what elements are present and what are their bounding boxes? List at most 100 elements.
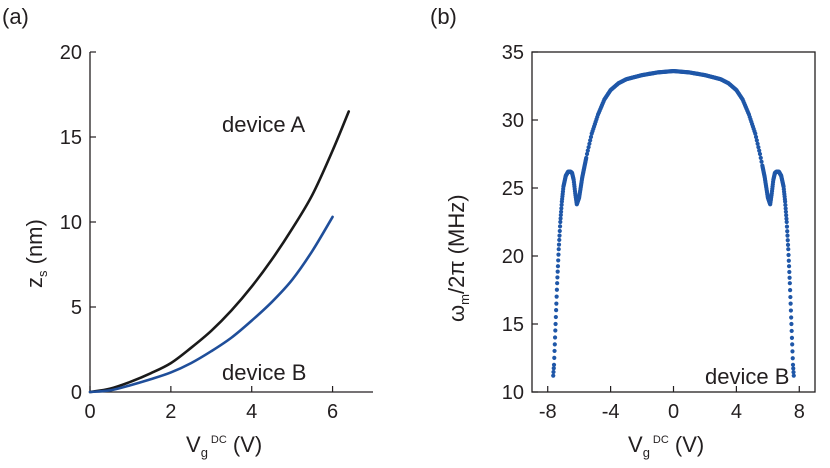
data-point	[551, 366, 556, 371]
data-point	[557, 237, 562, 243]
data-point	[554, 308, 559, 313]
data-point	[753, 134, 759, 140]
data-point	[588, 134, 594, 140]
data-point	[558, 212, 563, 218]
data-point	[585, 148, 590, 153]
data-point	[785, 233, 790, 238]
data-point	[791, 370, 796, 375]
data-point	[556, 258, 561, 263]
data-point	[555, 264, 561, 269]
series-line-device-b	[88, 215, 334, 394]
data-point	[790, 342, 795, 347]
data-point	[554, 301, 559, 306]
data-point	[553, 328, 558, 333]
data-point	[783, 209, 789, 214]
data-point	[754, 138, 759, 143]
data-point	[789, 315, 794, 320]
data-point	[555, 269, 560, 274]
data-point	[557, 228, 562, 234]
data-point	[555, 275, 560, 280]
panel-b-points	[551, 68, 796, 378]
panel-a-annotation-device-b: device B	[222, 360, 306, 385]
data-point	[558, 209, 564, 214]
data-point	[786, 258, 791, 263]
panel-a-y-axis-label: zs (nm)	[22, 219, 50, 288]
data-point	[783, 199, 788, 204]
data-point	[552, 342, 557, 347]
data-point	[757, 151, 763, 157]
panel-a-x-tick-label: 4	[246, 401, 257, 423]
panel-b-y-tick-label: 20	[502, 246, 524, 268]
data-point	[753, 131, 758, 136]
data-point	[783, 206, 788, 211]
panel-a-x-tick-label: 0	[84, 401, 95, 423]
panel-b-x-tick-label: 0	[668, 401, 679, 423]
panel-b-label: (b)	[430, 4, 457, 29]
panel-a: (a) 0 2 4 6 0 5 10 15 20 device A device B VgDC…	[2, 4, 373, 460]
data-point	[789, 321, 794, 327]
data-point	[588, 138, 593, 143]
data-point	[555, 281, 560, 286]
data-point	[584, 155, 589, 160]
data-point	[788, 308, 794, 313]
data-point	[757, 148, 762, 153]
data-point	[787, 275, 792, 280]
panel-a-x-tick-label: 6	[327, 401, 338, 423]
data-point	[790, 349, 795, 354]
data-point	[785, 238, 790, 243]
data-point	[756, 145, 761, 150]
data-point	[784, 213, 789, 218]
panel-b-y-axis-label: ωm/2π (MHz)	[444, 194, 472, 322]
data-point	[586, 145, 591, 150]
data-point	[789, 335, 795, 340]
data-point	[559, 202, 564, 207]
panel-b-y-tick-label: 35	[502, 42, 524, 64]
data-point	[551, 373, 556, 378]
panel-b-y-tick-label: 15	[502, 314, 524, 336]
panel-b-x-axis-label: VgDC (V)	[628, 432, 704, 460]
panel-b-y-tick-label: 30	[502, 110, 524, 132]
panel-a-label: (a)	[2, 4, 29, 29]
panel-a-y-tick-label: 5	[71, 297, 82, 319]
data-point	[557, 224, 563, 229]
data-point	[559, 206, 564, 211]
panel-a-annotation-device-a: device A	[222, 112, 305, 137]
data-point	[785, 242, 791, 247]
data-point	[787, 281, 792, 286]
panel-a-y-tick-label: 10	[60, 212, 82, 234]
panel-b-x-tick-label: 8	[794, 401, 805, 423]
data-point	[758, 155, 763, 160]
data-point	[784, 216, 789, 221]
panel-b-y-ticks: 10 15 20 25 30 35	[502, 42, 538, 404]
data-point	[551, 362, 557, 367]
data-point	[786, 247, 791, 252]
data-point	[558, 216, 563, 221]
data-point	[556, 242, 562, 247]
panel-a-x-axis-label: VgDC (V)	[186, 432, 262, 460]
data-point	[556, 252, 561, 257]
data-point	[759, 159, 764, 164]
panel-b: (b) -8 -4 0 4 8 10 15 20 25 30 35 device B VgDC (…	[430, 4, 816, 460]
series-line-device-a	[88, 110, 351, 394]
data-point	[557, 233, 562, 238]
data-point	[783, 202, 788, 208]
panel-a-y-tick-label: 15	[60, 127, 82, 149]
data-point	[554, 287, 560, 292]
panel-a-y-ticks: 0 5 10 15 20	[60, 42, 96, 404]
data-point	[789, 328, 794, 334]
panel-a-y-tick-label: 20	[60, 42, 82, 64]
data-point	[551, 369, 556, 375]
data-point	[785, 229, 790, 234]
data-point	[554, 294, 559, 299]
data-point	[552, 348, 557, 354]
data-point	[787, 269, 792, 275]
panel-b-y-tick-label: 10	[502, 382, 524, 404]
data-point	[790, 362, 796, 367]
panel-b-x-tick-label: 4	[731, 401, 742, 423]
data-point	[553, 321, 558, 327]
data-point	[790, 356, 795, 361]
data-point	[553, 314, 558, 320]
panel-b-x-tick-label: -8	[539, 401, 557, 423]
data-point	[786, 252, 791, 258]
